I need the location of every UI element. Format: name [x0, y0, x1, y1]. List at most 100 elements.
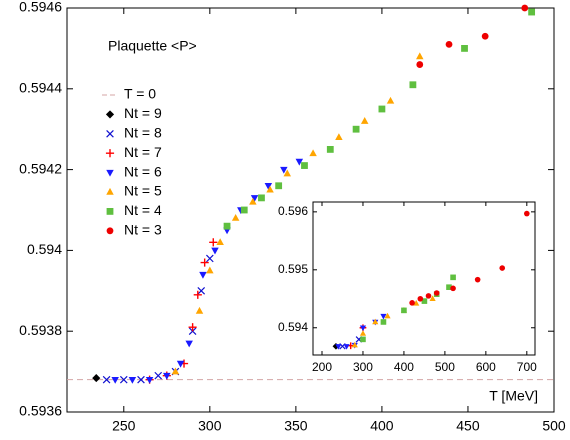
marker	[176, 360, 185, 368]
marker	[386, 96, 395, 104]
legend-label: Nt = 6	[124, 163, 162, 179]
x-tick-label: 200	[312, 360, 332, 374]
marker	[195, 306, 204, 314]
marker	[105, 110, 115, 119]
legend-label: Nt = 4	[124, 202, 162, 218]
legend-label: Nt = 8	[124, 125, 162, 141]
marker	[258, 194, 265, 202]
marker	[421, 298, 428, 304]
marker	[301, 162, 308, 169]
marker	[223, 222, 231, 230]
marker	[416, 61, 424, 68]
marker	[461, 45, 468, 52]
x-tick-label: 350	[284, 418, 308, 434]
marker	[343, 344, 350, 350]
marker	[188, 323, 197, 332]
x-tick-label: 500	[542, 418, 566, 434]
marker	[433, 290, 440, 296]
inset-plot: 0.594 0.595 0.596 200 300 400 500 600 700	[278, 201, 537, 374]
marker	[295, 158, 304, 166]
marker	[102, 375, 111, 384]
marker	[250, 195, 259, 202]
marker	[199, 271, 207, 279]
y-tick-label: 0.5942	[19, 160, 62, 176]
y-tick-label: 0.5946	[19, 0, 62, 15]
marker	[275, 182, 283, 190]
marker	[326, 146, 334, 153]
y-tick-label: 0.594	[27, 241, 62, 257]
y-tick-label: 0.596	[278, 204, 308, 218]
marker	[481, 32, 489, 40]
marker	[119, 375, 128, 384]
marker	[499, 265, 506, 271]
marker	[409, 300, 415, 306]
marker	[197, 286, 206, 295]
marker	[193, 290, 202, 299]
legend-label: Nt = 9	[124, 105, 162, 121]
x-tick-label: 600	[476, 360, 496, 374]
marker	[401, 307, 407, 314]
x-tick-label: 300	[353, 360, 373, 374]
x-axis-label: T [MeV]	[489, 388, 538, 404]
marker	[231, 214, 240, 221]
marker	[185, 340, 193, 348]
x-tick-label: 700	[517, 360, 537, 374]
marker	[106, 187, 114, 195]
marker	[380, 319, 387, 325]
chart-title: Plaquette <P>	[108, 38, 197, 54]
y-tick-label: 0.5944	[19, 80, 62, 96]
marker	[429, 295, 436, 302]
marker	[137, 375, 145, 384]
marker	[106, 169, 114, 177]
marker	[240, 206, 248, 214]
marker	[211, 247, 219, 255]
marker	[528, 8, 536, 16]
marker	[521, 4, 529, 12]
x-tick-label: 400	[394, 360, 414, 374]
marker	[163, 372, 171, 380]
y-tick-label: 0.594	[278, 320, 308, 334]
marker	[378, 105, 386, 113]
marker	[171, 367, 180, 375]
legend-label: T = 0	[124, 86, 156, 102]
marker	[200, 258, 209, 267]
marker	[450, 274, 456, 281]
x-tick-label: 400	[370, 418, 394, 434]
marker	[209, 238, 218, 247]
marker	[309, 149, 317, 157]
marker	[359, 330, 367, 336]
marker	[332, 342, 340, 350]
x-tick-label: 250	[112, 418, 136, 434]
marker	[106, 208, 114, 215]
marker	[106, 129, 114, 138]
marker	[283, 169, 292, 177]
marker	[450, 285, 456, 292]
marker	[359, 325, 367, 332]
marker	[145, 376, 154, 384]
y-tick-label: 0.595	[278, 262, 308, 276]
marker	[352, 125, 360, 133]
marker	[266, 185, 274, 193]
marker	[446, 284, 452, 290]
marker	[524, 210, 530, 217]
marker	[360, 117, 369, 124]
x-tick-label: 500	[435, 360, 455, 374]
marker	[92, 373, 101, 383]
marker	[280, 166, 288, 174]
marker	[360, 336, 366, 343]
y-tick-label: 0.5938	[19, 322, 62, 338]
plot-frame	[312, 201, 536, 356]
marker	[216, 238, 224, 246]
marker	[264, 183, 273, 190]
legend-label: Nt = 5	[124, 183, 162, 199]
marker	[474, 276, 481, 283]
marker	[372, 318, 379, 325]
marker	[106, 227, 114, 235]
marker	[425, 293, 432, 299]
marker	[409, 81, 417, 89]
marker	[445, 40, 453, 48]
marker	[128, 376, 137, 384]
legend-label: Nt = 3	[124, 222, 162, 238]
legend-label: Nt = 7	[124, 144, 162, 160]
